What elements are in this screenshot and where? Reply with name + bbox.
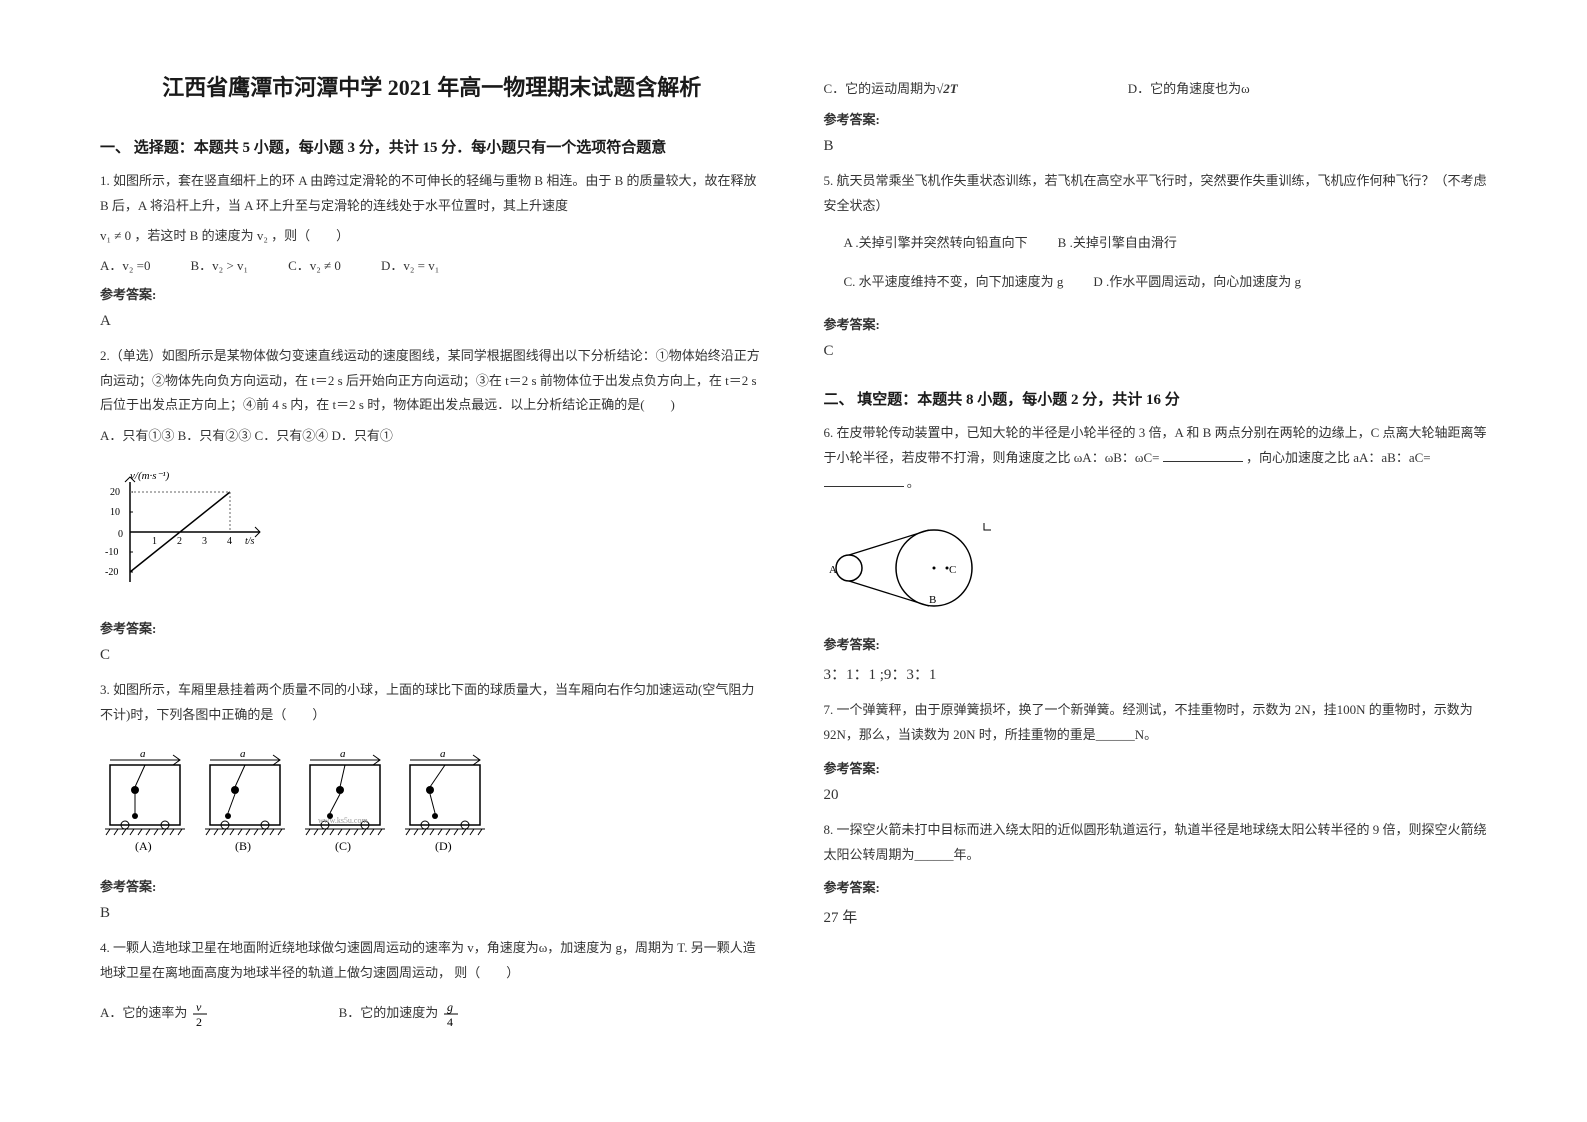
q3-answer: B <box>100 905 764 922</box>
svg-text:A: A <box>829 564 837 576</box>
svg-text:a: a <box>240 748 246 760</box>
section-1-header: 一、 选择题：本题共 5 小题，每小题 3 分，共计 15 分．每小题只有一个选… <box>100 136 764 157</box>
svg-text:www.ks5u.com: www.ks5u.com <box>318 816 368 825</box>
hanging-balls-diagrams: a (A) a <box>100 745 500 855</box>
graph-xlabel: t/s <box>245 536 255 547</box>
xtick-2: 2 <box>177 536 182 547</box>
fraction-g4: g4 <box>442 1000 460 1028</box>
q4-text: 4. 一颗人造地球卫星在地面附近绕地球做匀速圆周运动的速率为 v，角速度为ω，加… <box>100 936 764 985</box>
q2-graph: v/(m·s⁻¹) 20 10 0 -10 -20 1 2 3 4 t/s <box>100 467 764 602</box>
q4-opt-a: A．它的速率为 v2 <box>100 1000 209 1028</box>
q5-text: 5. 航天员常乘坐飞机作失重状态训练，若飞机在高空水平飞行时，突然要作失重训练，… <box>824 169 1488 218</box>
q3-text: 3. 如图所示，车厢里悬挂着两个质量不同的小球，上面的球比下面的球质量大，当车厢… <box>100 678 764 727</box>
q1-opt-b: B．v₂ > v₁ <box>191 255 249 274</box>
q2-answer-label: 参考答案: <box>100 618 764 637</box>
svg-text:g: g <box>447 1000 453 1014</box>
q5-answer-label: 参考答案: <box>824 314 1488 333</box>
q8-answer: 27 年 <box>824 906 1488 927</box>
svg-text:(A): (A) <box>135 839 152 853</box>
q6-text-3: 。 <box>907 475 920 490</box>
q8-text: 8. 一探空火箭未打中目标而进入绕太阳的近似圆形轨道运行，轨道半径是地球绕太阳公… <box>824 818 1488 867</box>
q5-answer: C <box>824 343 1488 360</box>
q4-opt-c: C．它的运动周期为√2T <box>824 78 958 97</box>
diagram-a: a (A) <box>105 748 185 853</box>
q4-opt-a-text: A．它的速率为 <box>100 1005 187 1020</box>
ytick-n10: -10 <box>105 547 118 558</box>
q4-opt-d: D．它的角速度也为ω <box>1128 78 1250 97</box>
q1-opt-a: A．v₂ =0 <box>100 255 151 274</box>
q6-text-2: ，向心加速度之比 aA：aB：aC= <box>1246 450 1431 465</box>
q1-opt-d: D．v₂ = v₁ <box>381 255 439 274</box>
ytick-n20: -20 <box>105 567 118 578</box>
q3-answer-label: 参考答案: <box>100 876 764 895</box>
svg-text:(C): (C) <box>335 839 351 853</box>
q5-options-row1: A .关掉引擎并突然转向铅直向下 B .关掉引擎自由滑行 <box>844 232 1488 251</box>
q1-options: A．v₂ =0 B．v₂ > v₁ C．v₂ ≠ 0 D．v₂ = v₁ <box>100 255 764 274</box>
ytick-10: 10 <box>110 507 120 518</box>
q1-opt-c: C．v₂ ≠ 0 <box>288 255 341 274</box>
q7-answer: 20 <box>824 787 1488 804</box>
svg-text:(B): (B) <box>235 839 251 853</box>
q6-text: 6. 在皮带轮传动装置中，已知大轮的半径是小轮半径的 3 倍，A 和 B 两点分… <box>824 421 1488 495</box>
svg-text:B: B <box>929 594 936 606</box>
q5-options-row2: C. 水平速度维持不变，向下加速度为 g D .作水平圆周运动，向心加速度为 g <box>844 271 1488 290</box>
ytick-20: 20 <box>110 487 120 498</box>
fraction-v2: v2 <box>191 1000 209 1028</box>
blank-1 <box>1163 448 1243 462</box>
diagram-d: a (D) <box>405 748 485 853</box>
q3-diagrams: a (A) a <box>100 745 764 860</box>
q6-diagram: A C B <box>824 513 1488 618</box>
svg-text:(D): (D) <box>435 839 452 853</box>
q5-opt-c: C. 水平速度维持不变，向下加速度为 g <box>844 271 1064 290</box>
svg-text:4: 4 <box>447 1015 453 1028</box>
velocity-time-graph: v/(m·s⁻¹) 20 10 0 -10 -20 1 2 3 4 t/s <box>100 467 270 597</box>
q4-answer-label: 参考答案: <box>824 109 1488 128</box>
q5-opt-b: B .关掉引擎自由滑行 <box>1058 232 1177 251</box>
q4-opt-b: B．它的加速度为 g4 <box>339 1000 460 1028</box>
q4-opt-c-val: √2T <box>936 81 958 96</box>
svg-text:a: a <box>340 748 346 760</box>
svg-text:v: v <box>196 1000 202 1014</box>
xtick-4: 4 <box>227 536 232 547</box>
right-column: C．它的运动周期为√2T D．它的角速度也为ω 参考答案: B 5. 航天员常乘… <box>824 70 1488 1052</box>
q6-answer-label: 参考答案: <box>824 634 1488 653</box>
q2-options: A．只有①③ B．只有②③ C．只有②④ D．只有① <box>100 424 764 449</box>
q7-text: 7. 一个弹簧秤，由于原弹簧损坏，换了一个新弹簧。经测试，不挂重物时，示数为 2… <box>824 698 1488 747</box>
q2-answer: C <box>100 647 764 664</box>
ytick-0: 0 <box>118 529 123 540</box>
blank-2 <box>824 473 904 487</box>
xtick-3: 3 <box>202 536 207 547</box>
q7-answer-label: 参考答案: <box>824 758 1488 777</box>
svg-text:C: C <box>949 564 956 576</box>
diagram-b: a (B) <box>205 748 285 853</box>
q1-text: 1. 如图所示，套在竖直细杆上的环 A 由跨过定滑轮的不可伸长的轻绳与重物 B … <box>100 169 764 218</box>
q4-options-row1: A．它的速率为 v2 B．它的加速度为 g4 <box>100 1000 764 1028</box>
q4-opt-b-text: B．它的加速度为 <box>339 1005 439 1020</box>
q5-opt-a: A .关掉引擎并突然转向铅直向下 <box>844 232 1028 251</box>
svg-text:2: 2 <box>196 1015 202 1028</box>
graph-ylabel: v/(m·s⁻¹) <box>130 470 170 482</box>
svg-text:a: a <box>440 748 446 760</box>
page-title: 江西省鹰潭市河潭中学 2021 年高一物理期末试题含解析 <box>100 70 764 102</box>
section-2-header: 二、 填空题：本题共 8 小题，每小题 2 分，共计 16 分 <box>824 388 1488 409</box>
q5-opt-d: D .作水平圆周运动，向心加速度为 g <box>1093 271 1301 290</box>
q1-answer-label: 参考答案: <box>100 284 764 303</box>
svg-text:a: a <box>140 748 146 760</box>
xtick-1: 1 <box>152 536 157 547</box>
left-column: 江西省鹰潭市河潭中学 2021 年高一物理期末试题含解析 一、 选择题：本题共 … <box>100 70 764 1052</box>
q1-answer: A <box>100 313 764 330</box>
belt-pulley-diagram: A C B <box>824 513 1024 613</box>
diagram-c: a www.ks5u.com (C) <box>305 748 385 853</box>
q4-answer: B <box>824 138 1488 155</box>
q8-answer-label: 参考答案: <box>824 877 1488 896</box>
q6-answer: 3：1：1 ;9：3：1 <box>824 663 1488 684</box>
q2-text: 2.（单选）如图所示是某物体做匀变速直线运动的速度图线，某同学根据图线得出以下分… <box>100 344 764 418</box>
q1-line2: v₁ ≠ 0 ，若这时 B 的速度为 v₂ ，则（ ） <box>100 224 764 249</box>
q4-options-row2: C．它的运动周期为√2T D．它的角速度也为ω <box>824 78 1488 97</box>
q4-opt-c-text: C．它的运动周期为 <box>824 81 937 96</box>
